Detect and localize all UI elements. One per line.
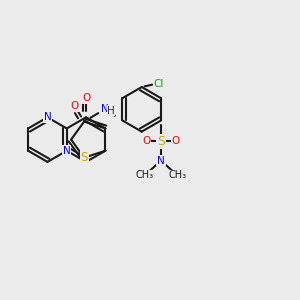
Text: N: N [44,112,51,122]
Text: N: N [157,156,165,166]
Text: H: H [107,106,115,116]
Text: S: S [157,135,165,148]
Text: S: S [80,151,88,164]
Text: CH₃: CH₃ [168,170,186,181]
Text: CH₃: CH₃ [136,170,154,181]
Text: O: O [71,101,79,111]
Text: N: N [101,104,108,114]
Text: O: O [172,136,180,146]
Text: N: N [63,146,70,156]
Text: Cl: Cl [154,79,164,89]
Text: O: O [142,136,150,146]
Text: O: O [82,93,90,103]
